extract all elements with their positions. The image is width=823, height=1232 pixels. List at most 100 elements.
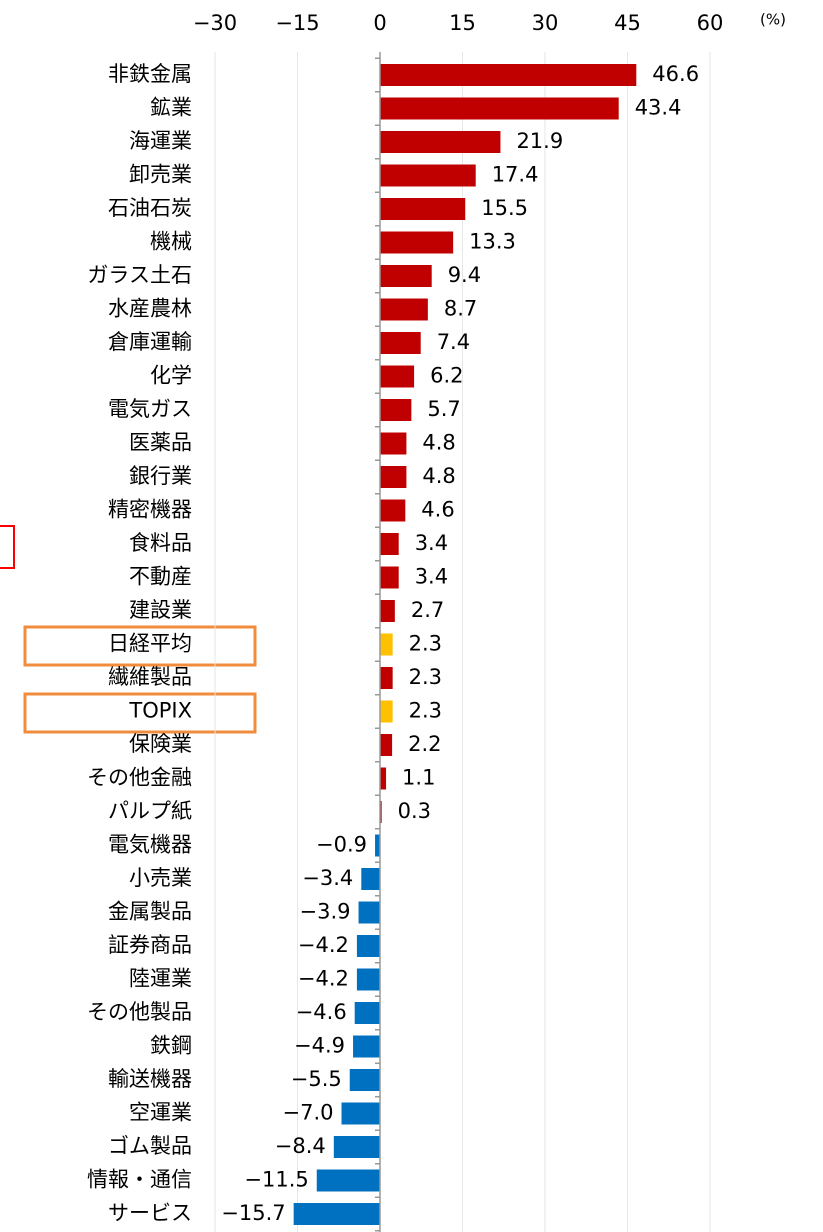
x-tick-label: 30	[532, 11, 559, 35]
value-label: −3.4	[302, 866, 353, 890]
category-label: 電気ガス	[108, 397, 192, 421]
value-label: −15.7	[221, 1201, 285, 1225]
category-label: 鉱業	[150, 96, 192, 120]
category-label: 小売業	[129, 866, 192, 890]
bar	[361, 868, 380, 890]
category-label: その他金融	[87, 766, 192, 790]
category-label: 電気機器	[108, 833, 192, 857]
value-label: 9.4	[448, 263, 481, 287]
value-label: −5.5	[291, 1067, 342, 1091]
category-label: 不動産	[129, 565, 192, 589]
category-label: 化学	[150, 364, 192, 388]
bar	[380, 600, 395, 622]
value-label: 2.3	[409, 665, 442, 689]
value-label: 2.3	[409, 699, 442, 723]
unit-label: (%)	[760, 11, 786, 29]
category-label: 水産農林	[108, 297, 192, 321]
value-label: 4.8	[422, 464, 455, 488]
bar	[356, 935, 380, 957]
x-tick-label: −15	[275, 11, 319, 35]
value-label: −0.9	[316, 833, 367, 857]
category-label: ゴム製品	[108, 1134, 192, 1158]
value-label: 2.3	[409, 632, 442, 656]
x-tick-label: 45	[614, 11, 641, 35]
value-label: −11.5	[244, 1168, 308, 1192]
category-label: ガラス土石	[87, 263, 192, 287]
highlight-box	[0, 525, 15, 569]
category-label: サービス	[108, 1201, 192, 1225]
value-label: 15.5	[481, 196, 528, 220]
bar	[380, 734, 393, 756]
bar	[354, 1002, 380, 1024]
category-label: 空運業	[129, 1101, 192, 1125]
category-label: 非鉄金属	[108, 62, 192, 86]
bar	[358, 901, 380, 924]
x-tick-label: 60	[697, 11, 724, 35]
category-label: TOPIX	[128, 699, 192, 723]
bar	[380, 667, 393, 689]
category-label: 証券商品	[108, 933, 192, 957]
bar	[356, 968, 380, 991]
category-label: パルプ紙	[108, 799, 192, 823]
value-label: 5.7	[427, 397, 460, 421]
bar	[380, 801, 382, 823]
bar	[380, 198, 466, 220]
category-label: 機械	[150, 230, 192, 254]
highlight-box	[23, 692, 257, 734]
category-label: 医薬品	[129, 431, 192, 455]
bar	[380, 64, 637, 86]
value-label: 8.7	[444, 297, 477, 321]
value-label: 43.4	[635, 96, 682, 120]
value-label: 2.2	[408, 732, 441, 756]
bar	[380, 432, 407, 455]
x-tick-label: 0	[373, 11, 386, 35]
category-label: 食料品	[129, 531, 192, 555]
bar	[380, 164, 476, 187]
value-label: 0.3	[398, 799, 431, 823]
value-label: −7.0	[283, 1101, 334, 1125]
category-label: 銀行業	[129, 464, 192, 488]
bar	[341, 1102, 380, 1125]
value-label: 4.8	[422, 431, 455, 455]
value-label: 17.4	[492, 163, 539, 187]
category-label: 陸運業	[129, 967, 192, 991]
value-label: −4.9	[294, 1034, 345, 1058]
bar	[380, 767, 387, 790]
value-label: 4.6	[421, 498, 454, 522]
bar	[380, 298, 428, 321]
value-label: 13.3	[469, 230, 516, 254]
x-tick-label: −30	[193, 11, 237, 35]
category-label: 卸売業	[129, 163, 192, 187]
bar	[380, 231, 454, 254]
bar	[380, 499, 406, 522]
value-label: −4.2	[298, 967, 349, 991]
value-label: −3.9	[300, 900, 351, 924]
category-label: 倉庫運輸	[108, 330, 192, 354]
bar	[349, 1069, 380, 1091]
category-label: 石油石炭	[108, 196, 192, 220]
value-label: −4.2	[298, 933, 349, 957]
category-label: 保険業	[129, 732, 192, 756]
bar	[380, 700, 393, 723]
category-label: 建設業	[129, 598, 192, 622]
value-label: 46.6	[652, 62, 699, 86]
value-label: 3.4	[415, 565, 448, 589]
bar	[353, 1035, 380, 1058]
bar	[380, 265, 432, 287]
bar	[380, 399, 412, 421]
bar	[380, 365, 415, 388]
bar	[380, 131, 501, 153]
value-label: 1.1	[402, 766, 435, 790]
bar	[375, 834, 380, 857]
category-label: その他製品	[87, 1000, 192, 1024]
category-label: 情報・通信	[87, 1168, 192, 1192]
bar	[380, 97, 619, 120]
category-label: 金属製品	[108, 900, 192, 924]
bar	[380, 566, 399, 589]
value-label: −8.4	[275, 1134, 326, 1158]
category-label: 輸送機器	[108, 1067, 192, 1091]
bar	[333, 1136, 380, 1158]
category-label: 海運業	[129, 129, 192, 153]
value-label: 6.2	[430, 364, 463, 388]
